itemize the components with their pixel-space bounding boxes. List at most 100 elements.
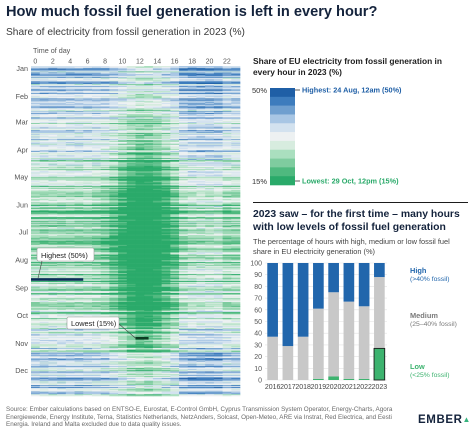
heatmap-cell (83, 84, 93, 86)
heatmap-cell (118, 68, 128, 70)
heatmap-cell (205, 214, 215, 216)
heatmap-cell (187, 116, 197, 118)
heatmap-cell (187, 157, 197, 159)
heatmap-cell (126, 169, 136, 172)
heatmap-cell (39, 80, 49, 82)
heatmap-cell (231, 134, 241, 136)
heatmap-cell (205, 238, 215, 240)
heatmap-cell (31, 207, 41, 210)
heatmap-cell (39, 117, 49, 119)
heatmap-cell (48, 121, 58, 123)
heatmap-cell (100, 231, 110, 233)
heatmap-cell (187, 86, 197, 88)
heatmap-cell (65, 171, 75, 173)
heatmap-cell (179, 98, 189, 100)
heatmap-cell (83, 70, 93, 72)
heatmap-cell (205, 176, 215, 178)
heatmap-cell (48, 167, 58, 169)
heatmap-cell (170, 129, 180, 131)
heatmap-cell (135, 92, 145, 94)
heatmap-cell (48, 229, 58, 231)
heatmap-cell (109, 73, 119, 75)
heatmap-cell (91, 209, 101, 211)
heatmap-cell (109, 134, 119, 136)
heatmap-cell (83, 91, 93, 93)
heatmap-cell (118, 71, 128, 73)
heatmap-cell (152, 174, 162, 176)
heatmap-cell (152, 179, 162, 181)
heatmap-cell (100, 74, 110, 76)
heatmap-cell (74, 212, 84, 214)
heatmap-cell (100, 250, 110, 252)
heatmap-cell (109, 212, 119, 214)
heatmap-cell (213, 177, 223, 179)
heatmap-cell (39, 113, 49, 115)
heatmap-cell (83, 131, 93, 133)
heatmap-cell (152, 75, 162, 78)
heatmap-cell (57, 74, 67, 76)
heatmap-cell (144, 208, 154, 211)
heatmap-cell (74, 164, 84, 166)
heatmap-cell (196, 78, 206, 80)
heatmap-cell (213, 172, 223, 174)
heatmap-cell (39, 181, 49, 183)
heatmap-cell (91, 165, 101, 167)
heatmap-cell (31, 97, 41, 99)
heatmap-cell (179, 234, 189, 236)
heatmap-cell (222, 82, 232, 84)
heatmap-cell (144, 160, 154, 163)
heatmap-cell (118, 142, 128, 145)
heatmap-cell (135, 146, 145, 148)
heatmap-cell (118, 84, 128, 87)
heatmap-cell (118, 198, 128, 201)
heatmap-cell (109, 113, 119, 116)
heatmap-cell (48, 156, 58, 158)
heatmap-cell (222, 103, 232, 106)
heatmap-cell (39, 85, 49, 88)
heatmap-cell (213, 129, 223, 131)
heatmap-cell (222, 135, 232, 137)
heatmap-cell (161, 189, 171, 192)
heatmap-cell (135, 207, 145, 209)
heatmap-cell (74, 124, 84, 126)
heatmap-cell (144, 151, 154, 154)
heatmap-cell (57, 139, 67, 141)
heatmap-cell (126, 194, 136, 196)
heatmap-cell (135, 183, 145, 185)
heatmap-cell (196, 108, 206, 110)
heatmap-cell (74, 197, 84, 199)
heatmap-cell (39, 75, 49, 77)
heatmap-cell (135, 196, 145, 198)
heatmap-cell (118, 66, 128, 69)
heatmap-cell (91, 179, 101, 181)
heatmap-cell (144, 198, 154, 201)
heatmap-cell (222, 235, 232, 237)
heatmap-cell (231, 192, 241, 194)
heatmap-cell (109, 243, 119, 245)
heatmap-cell (126, 235, 136, 238)
heatmap-cell (179, 191, 189, 193)
heatmap-cell (109, 99, 119, 101)
heatmap-cell (109, 150, 119, 152)
heatmap-cell (144, 116, 154, 118)
heatmap-cell (126, 174, 136, 176)
heatmap-cell (109, 94, 119, 97)
heatmap-cell (187, 207, 197, 209)
heatmap-cell (65, 186, 75, 188)
heatmap-cell (31, 157, 41, 159)
heatmap-cell (74, 238, 84, 240)
heatmap-cell (48, 148, 58, 150)
heatmap-cell (91, 231, 101, 233)
heatmap-cell (179, 103, 189, 105)
heatmap-cell (126, 224, 136, 226)
heatmap-cell (31, 200, 41, 202)
heatmap-cell (74, 109, 84, 111)
heatmap-cell (91, 239, 101, 241)
heatmap-cell (48, 137, 58, 139)
heatmap-cell (161, 108, 171, 110)
heatmap-cell (109, 119, 119, 121)
heatmap-cell (109, 166, 119, 168)
heatmap-cell (74, 84, 84, 86)
heatmap-cell (170, 216, 180, 219)
heatmap-cell (74, 184, 84, 186)
